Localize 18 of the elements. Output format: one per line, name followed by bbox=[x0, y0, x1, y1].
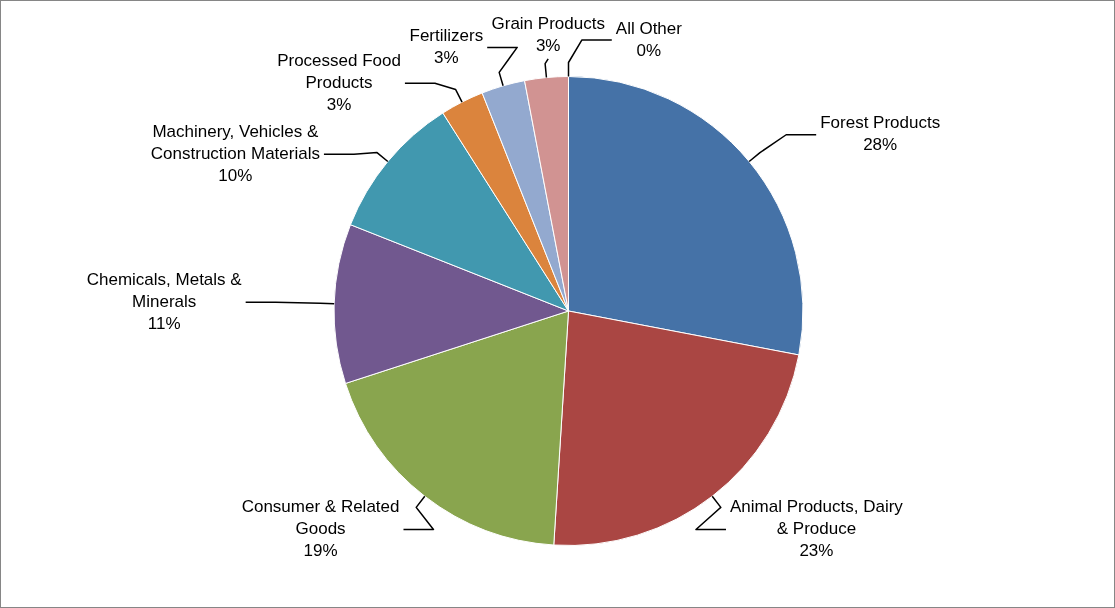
category-label: All Other bbox=[615, 18, 682, 38]
data-label: 3% bbox=[535, 35, 561, 55]
data-label: 10% bbox=[218, 165, 253, 185]
slice-label: Chemicals, Metals & Minerals bbox=[86, 270, 243, 311]
slice-label: Machinery, Vehicles & Construction Materials bbox=[150, 121, 320, 163]
slice-label: Consumer & Related Goods bbox=[241, 497, 400, 539]
slice-label: Forest Products bbox=[820, 113, 941, 133]
slice-label: Animal Products, Dairy & Produce bbox=[729, 497, 904, 539]
slice-label: Processed Food Products bbox=[277, 50, 401, 92]
slice-label: Fertilizers bbox=[409, 26, 484, 46]
text: 0% bbox=[636, 40, 662, 60]
data-label: 28% bbox=[863, 135, 898, 155]
slice-label: Grain Products bbox=[491, 13, 605, 33]
data-label: 3% bbox=[434, 48, 459, 68]
data-label: 23% bbox=[799, 541, 834, 561]
data-label: 3% bbox=[326, 94, 352, 114]
data-label: 19% bbox=[303, 541, 338, 561]
data-label: 11% bbox=[147, 314, 181, 333]
